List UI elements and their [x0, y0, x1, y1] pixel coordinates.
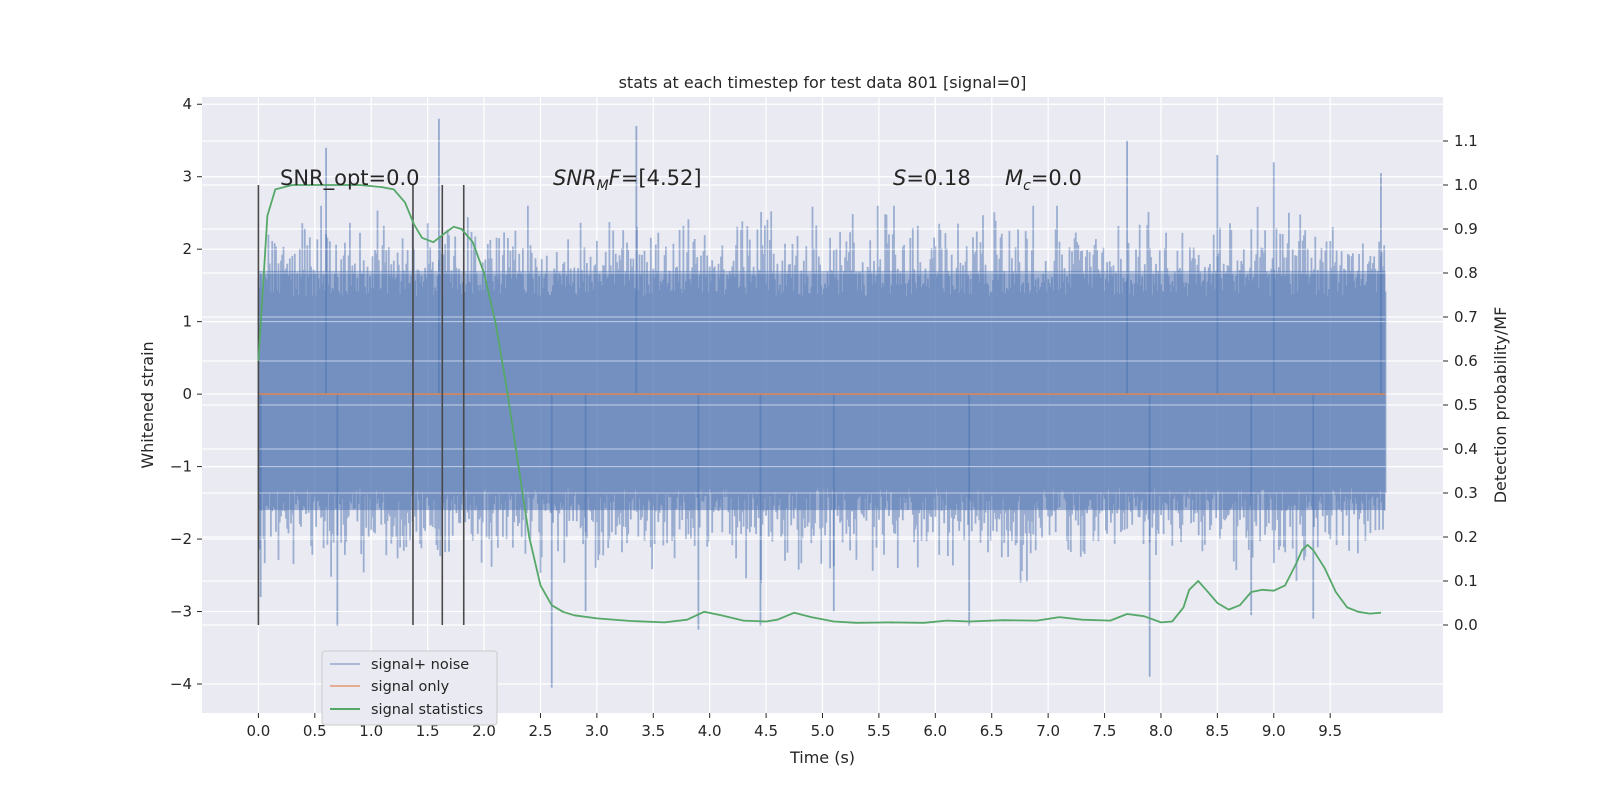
legend: signal+ noise signal only signal statist… [321, 650, 498, 726]
legend-label-signal-noise: signal+ noise [371, 657, 469, 673]
y-tick-label: 0 [182, 385, 192, 403]
y-tick-label: −4 [170, 675, 192, 693]
annotation-snr-mf: SNRMF=[4.52] [553, 166, 702, 194]
y-tick-label: −1 [170, 458, 192, 476]
x-tick-label: 9.0 [1262, 722, 1286, 740]
x-tick-label: 7.5 [1093, 722, 1117, 740]
x-tick-label: 0.0 [246, 722, 270, 740]
legend-box [321, 650, 498, 726]
annotation-mc-subscript: c [1023, 178, 1031, 194]
right-y-tick-label: 0.4 [1454, 440, 1478, 458]
x-tick-label: 9.5 [1318, 722, 1342, 740]
right-y-tick-label: 0.5 [1454, 396, 1478, 414]
annotation-mc: Mc=0.0 [1005, 166, 1082, 194]
y-tick-label: 3 [182, 168, 192, 186]
annotation-s-symbol: S [893, 166, 906, 190]
annotation-snr-opt: SNR_opt=0.0 [280, 166, 420, 191]
x-tick-label: 6.0 [923, 722, 947, 740]
annotation-snr-mf-subscript: M [597, 178, 609, 194]
x-tick-label: 1.0 [359, 722, 383, 740]
y-tick-label: 1 [182, 313, 192, 331]
axis-layer: 0.0 0.5 1.0 1.5 2.0 2.5 3.0 3.5 4.0 4.5 5.0 5.5 6.0 6… [170, 95, 1478, 740]
series-signal-noise-band [258, 270, 1386, 511]
y-tick-label: 2 [182, 240, 192, 258]
right-y-tick-label: 0.3 [1454, 484, 1478, 502]
right-y-tick-label: 0.9 [1454, 220, 1478, 238]
x-tick-label: 8.0 [1149, 722, 1173, 740]
x-tick-label: 5.5 [867, 722, 891, 740]
series-signal-statistics [257, 184, 1382, 624]
right-y-tick-label: 1.0 [1454, 176, 1478, 194]
right-y-tick-label: 0.8 [1454, 264, 1478, 282]
annotation-mc-value: =0.0 [1031, 166, 1082, 190]
right-y-tick-label: 1.1 [1454, 132, 1478, 150]
right-y-tick-label: 0.1 [1454, 572, 1478, 590]
y-tick-label: −3 [170, 603, 192, 621]
y-axis-label: Whitened strain [138, 341, 157, 468]
right-y-tick-label: 0.7 [1454, 308, 1478, 326]
y-tick-label: −2 [170, 530, 192, 548]
right-y-tick-label: 0.0 [1454, 616, 1478, 634]
annotation-layer: SNR_opt=0.0 SNRMF=[4.52] S=0.18 Mc=0.0 [280, 166, 1082, 194]
chart-title: stats at each timestep for test data 801… [619, 73, 1027, 92]
x-tick-label: 8.5 [1205, 722, 1229, 740]
annotation-snr-mf-value: =[4.52] [621, 166, 702, 190]
x-axis-label: Time (s) [789, 748, 855, 767]
x-tick-label: 7.0 [1036, 722, 1060, 740]
right-y-tick-label: 0.6 [1454, 352, 1478, 370]
x-tick-label: 3.5 [641, 722, 665, 740]
right-y-axis-label: Detection probability/MF [1491, 307, 1510, 504]
annotation-snr-mf-symbol-2: F [609, 166, 622, 190]
x-tick-label: 3.0 [585, 722, 609, 740]
x-tick-label: 4.5 [754, 722, 778, 740]
right-y-tick-label: 0.2 [1454, 528, 1478, 546]
data-layer [257, 103, 1387, 688]
legend-label-signal-statistics: signal statistics [371, 702, 483, 718]
annotation-mc-symbol: M [1005, 166, 1023, 190]
x-tick-label: 0.5 [303, 722, 327, 740]
y-tick-label: 4 [182, 95, 192, 113]
x-tick-label: 4.0 [698, 722, 722, 740]
x-tick-label: 6.5 [980, 722, 1004, 740]
x-tick-label: 2.5 [529, 722, 553, 740]
x-tick-label: 2.0 [472, 722, 496, 740]
annotation-snr-mf-symbol: SNR [553, 166, 597, 190]
x-tick-label: 5.0 [811, 722, 835, 740]
annotation-s: S=0.18 [893, 166, 971, 190]
x-tick-label: 1.5 [416, 722, 440, 740]
legend-label-signal-only: signal only [371, 679, 450, 695]
annotation-s-value: =0.18 [906, 166, 970, 190]
